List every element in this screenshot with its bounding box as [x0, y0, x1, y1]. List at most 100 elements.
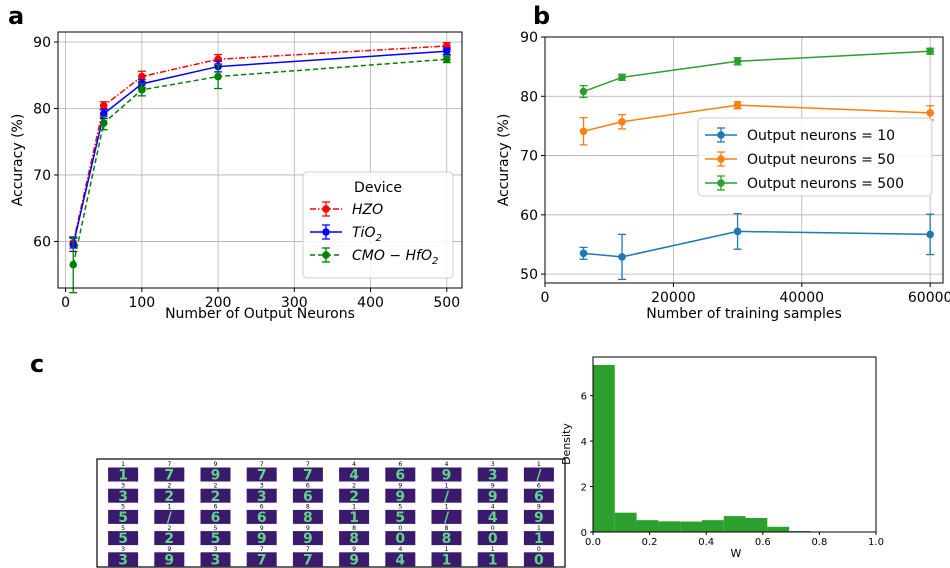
- digit-cell: 33: [246, 482, 277, 505]
- digit-label: 2: [167, 482, 171, 489]
- digit-label: 3: [491, 461, 495, 468]
- digit-glyph: 8: [303, 510, 313, 526]
- digit-glyph: 6: [395, 468, 405, 484]
- digit-image: [246, 552, 277, 567]
- chart-b-ticks: 0 20000 40000 60000 50 60 70 80 90: [520, 30, 950, 306]
- digit-glyph: 2: [164, 531, 174, 547]
- digit-image: [246, 467, 277, 482]
- digit-image: [523, 509, 554, 524]
- digit-glyph: 1: [349, 510, 359, 526]
- digit-glyph: 9: [211, 468, 221, 484]
- hist-bar: [614, 512, 637, 532]
- digit-label: 2: [352, 482, 356, 489]
- digit-image: [431, 531, 462, 546]
- digit-cell: 22: [154, 482, 185, 505]
- digit-cell: 44: [477, 504, 508, 526]
- digit-label: 8: [352, 525, 356, 532]
- data-point: [579, 87, 588, 96]
- tick-label-y: 80: [520, 89, 538, 105]
- digit-glyph: /: [536, 468, 542, 484]
- digit-label: 5: [398, 504, 402, 511]
- digit-image: [154, 509, 185, 524]
- digit-cell: 66: [200, 504, 231, 526]
- digit-glyph: 2: [164, 489, 174, 505]
- data-point: [99, 119, 108, 127]
- digit-cell: 66: [246, 504, 277, 526]
- hist-bar: [767, 526, 790, 532]
- tick-label-y: 80: [33, 101, 51, 117]
- data-point: [69, 260, 78, 269]
- hist-bar: [658, 521, 681, 532]
- digit-glyph: 7: [257, 552, 267, 568]
- chart-hist-ticks: 0.0 0.2 0.4 0.6 0.8 1.0 0 2 4 6: [581, 392, 884, 548]
- tick-label-y: 70: [33, 168, 51, 184]
- digit-label: 9: [260, 525, 264, 532]
- tick-label-y: 90: [33, 35, 51, 51]
- digit-image: [385, 531, 416, 546]
- series-line: [583, 230, 931, 258]
- digit-image: [108, 552, 139, 567]
- legend-label: HZO: [352, 202, 383, 218]
- digit-cell: 99: [200, 461, 231, 484]
- hist-bar: [723, 516, 746, 532]
- tick-label-x: 500: [433, 295, 460, 311]
- series-3: [69, 55, 451, 294]
- digit-image: [292, 467, 323, 482]
- digit-label: 4: [445, 461, 449, 468]
- digit-label: 8: [445, 525, 449, 532]
- hist-bar: [745, 517, 768, 532]
- digit-image: [108, 531, 139, 546]
- data-point: [618, 73, 626, 82]
- legend-entry-2: Output neurons = 50: [705, 151, 895, 168]
- series-2: [579, 100, 935, 146]
- digit-image: [339, 467, 370, 482]
- digit-image: [477, 509, 508, 524]
- digit-cell: 00: [523, 546, 554, 568]
- digit-glyph: 0: [395, 531, 405, 547]
- digit-glyph: /: [167, 510, 173, 526]
- data-point: [733, 227, 742, 236]
- digit-label: 3: [260, 482, 264, 489]
- tick-label-y: 4: [581, 437, 587, 448]
- digit-label: 6: [306, 482, 310, 489]
- data-point: [214, 72, 222, 81]
- tick-label-y: 0: [581, 528, 587, 539]
- digit-image: [339, 509, 370, 524]
- digit-label: 1: [537, 461, 541, 468]
- hist-bar: [593, 364, 615, 532]
- digit-image: [431, 467, 462, 482]
- tick-label-y: 6: [581, 392, 587, 403]
- digit-glyph: 0: [488, 531, 498, 547]
- digit-cell: 66: [292, 482, 323, 505]
- tick-label-x: 0.0: [585, 537, 601, 548]
- digit-glyph: 9: [395, 489, 405, 505]
- chart-a: 0 100 200 300 400 500 60 70 80 90 Number of Outpu…: [10, 31, 463, 322]
- digit-label: 3: [121, 482, 125, 489]
- digit-label: 0: [491, 525, 495, 532]
- digit-cell: 99: [523, 504, 554, 526]
- digit-label: 1: [167, 504, 171, 511]
- legend-marker: [322, 228, 330, 236]
- data-point: [99, 109, 108, 118]
- digit-label: 9: [214, 461, 218, 468]
- digit-label: 1: [537, 525, 541, 532]
- digit-glyph: 9: [442, 468, 452, 484]
- digit-cell: 22: [200, 482, 231, 505]
- digit-cell: 33: [477, 461, 508, 484]
- digit-glyph: 7: [164, 468, 174, 484]
- data-point: [138, 72, 146, 81]
- digit-label: 9: [491, 482, 495, 489]
- tick-label-y: 60: [33, 234, 51, 250]
- digit-cell: 99: [339, 546, 370, 568]
- data-point: [733, 101, 742, 109]
- digit-glyph: 5: [395, 510, 405, 526]
- digit-image: [200, 531, 231, 546]
- digit-cell: 77: [246, 546, 277, 568]
- chart-b-legend-box: [697, 117, 933, 197]
- digit-cell: 66: [523, 482, 554, 505]
- digit-label: 6: [537, 482, 541, 489]
- digit-image: [246, 488, 277, 503]
- digit-glyph: 4: [395, 552, 405, 568]
- legend-entry-1: HZO: [310, 201, 383, 218]
- digit-image: [339, 488, 370, 503]
